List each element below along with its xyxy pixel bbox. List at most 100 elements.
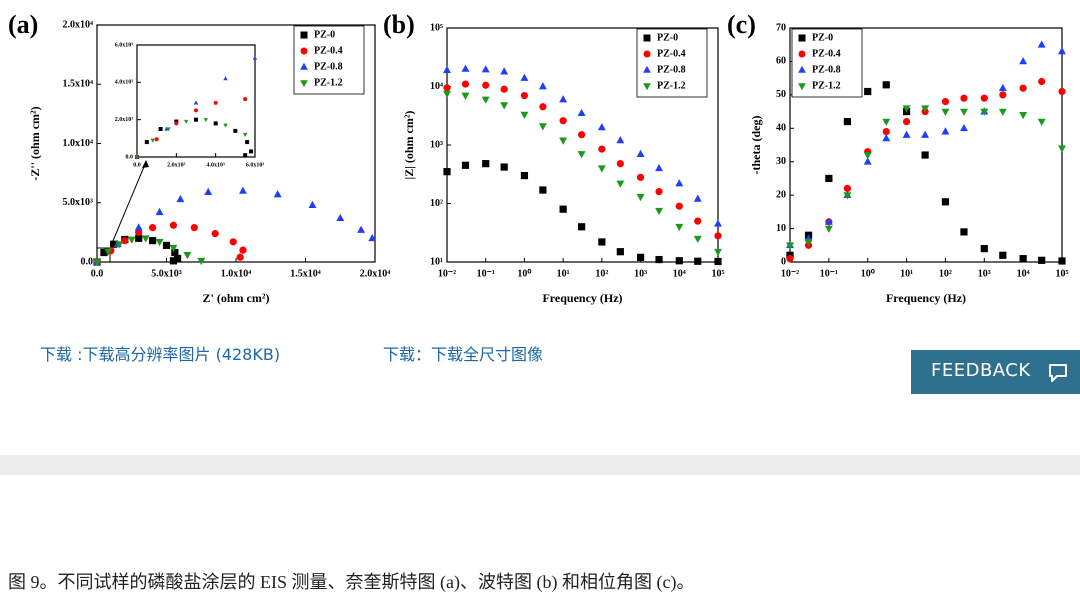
data-point [980, 94, 988, 102]
data-point [714, 232, 722, 240]
data-point [520, 73, 529, 81]
legend-marker [643, 83, 651, 91]
inset-point [183, 119, 189, 124]
data-point [559, 137, 568, 145]
legend-label: PZ-0.4 [812, 48, 841, 59]
x-tick-label: 10⁵ [1056, 268, 1069, 279]
data-point [998, 108, 1007, 116]
figure: 0.0 5.0x10³ 1.0x10⁴ 1.5x10⁴ 2.0x10⁴ 0.0 5.0x10… [8, 10, 1069, 305]
legend-marker [798, 50, 806, 58]
legend-label: PZ-0.4 [657, 48, 686, 59]
data-point [169, 244, 178, 253]
data-point [308, 200, 317, 208]
data-point [500, 163, 508, 171]
data-point [134, 223, 143, 231]
data-point [578, 131, 586, 139]
data-point [500, 102, 509, 110]
y-tick-label: 10⁵ [430, 22, 443, 33]
y-tick-label: 2.0x10³ [115, 117, 134, 123]
y-tick-label: 0.0 [126, 154, 134, 160]
data-point [636, 173, 645, 181]
y-tick-label: 30 [776, 156, 786, 167]
data-point [520, 91, 529, 100]
legend-marker [300, 80, 308, 88]
data-point [960, 228, 968, 236]
data-point [559, 117, 567, 125]
y-tick-label: 0.0 [81, 256, 94, 267]
data-point [616, 180, 625, 188]
data-point [336, 213, 345, 222]
inset-point [249, 149, 254, 154]
panel-label: (a) [8, 10, 38, 39]
legend-label: PZ-0.8 [657, 64, 686, 75]
x-axis-label: Frequency (Hz) [886, 291, 966, 305]
data-point [882, 118, 891, 126]
inset-point [243, 97, 248, 102]
inset-point [245, 140, 250, 145]
data-point [461, 64, 470, 72]
legend-label: PZ-1.2 [812, 80, 841, 91]
x-tick-label: 10⁰ [861, 268, 875, 279]
data-point [675, 257, 683, 265]
data-point [155, 207, 164, 216]
data-point [236, 253, 244, 261]
data-point [539, 186, 547, 194]
y-tick-label: 50 [776, 89, 786, 100]
data-point [443, 65, 451, 74]
data-point [482, 160, 490, 168]
download-hires-link[interactable]: 下载 :下载高分辨率图片 (428KB) [40, 345, 281, 364]
data-point [204, 187, 213, 195]
data-point [171, 248, 179, 257]
legend-marker [300, 31, 308, 39]
data-point [443, 90, 451, 99]
data-point [169, 257, 178, 265]
inset-point [252, 55, 258, 60]
data-point [211, 229, 219, 238]
data-point [443, 84, 451, 92]
legend-label: PZ-0.8 [314, 61, 343, 72]
legend-marker [300, 62, 308, 70]
y-tick-label: 10¹ [430, 256, 443, 267]
legend-label: PZ-1.2 [657, 80, 686, 91]
data-point [238, 186, 247, 194]
data-point [1037, 40, 1046, 48]
y-tick-label: 1.0x10⁴ [63, 138, 94, 149]
zoom-arrow [109, 161, 147, 249]
data-point [863, 152, 872, 160]
data-point [636, 193, 645, 202]
data-point [520, 111, 529, 119]
x-tick-label: 10² [595, 268, 608, 279]
data-point [655, 187, 663, 196]
data-point [824, 225, 833, 233]
data-point [104, 248, 113, 256]
x-tick-label: 0.0 [133, 162, 141, 168]
data-point [675, 223, 684, 232]
x-tick-label: 10³ [978, 268, 991, 279]
download-full-link[interactable]: 下载：下载全尺寸图像 [383, 345, 544, 364]
data-point [980, 108, 989, 116]
x-tick-label: 10⁴ [1017, 268, 1030, 279]
data-point [500, 85, 508, 93]
data-point [694, 257, 702, 265]
data-point [902, 118, 911, 126]
inset-point [150, 138, 155, 143]
data-point [1058, 257, 1066, 265]
data-point [197, 257, 206, 266]
data-point [675, 179, 684, 187]
inset-point [193, 100, 199, 105]
data-point [1038, 77, 1046, 86]
panel-label: (c) [727, 10, 756, 39]
x-tick-label: 4.0x10³ [207, 162, 226, 168]
feedback-button[interactable]: FEEDBACK [911, 350, 1080, 394]
data-point [577, 151, 586, 159]
legend-marker [798, 65, 806, 73]
data-point [902, 105, 911, 113]
inset-point [166, 127, 171, 132]
data-point [598, 145, 606, 153]
inset-point [223, 123, 228, 128]
data-point [863, 157, 872, 165]
data-point [786, 242, 794, 250]
x-axis-label: Frequency (Hz) [542, 291, 622, 305]
data-point [93, 259, 101, 267]
y-tick-label: 10² [430, 198, 443, 209]
